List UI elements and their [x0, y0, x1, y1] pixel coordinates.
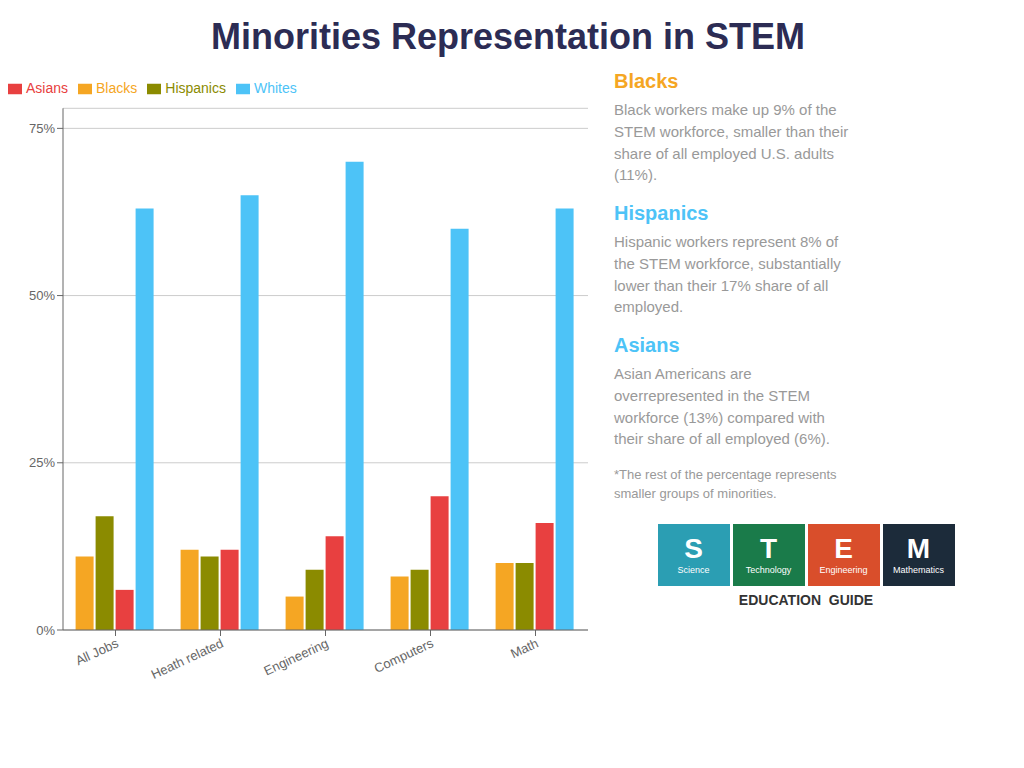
svg-text:0%: 0% — [36, 623, 55, 638]
html-text:*The rest of the percentage re: *The rest of the percentage represents s… — [614, 467, 837, 501]
html-text:Technology: Technology — [745, 565, 792, 576]
svg-text:25%: 25% — [29, 455, 55, 470]
html-text:Asian Americans are overrepres: Asian Americans are overrepresented in t… — [614, 365, 830, 448]
svg-text:Engineering: Engineering — [261, 635, 330, 678]
html-text:T: T — [759, 533, 777, 565]
html-text:Black workers make up 9% of th: Black workers make up 9% of the STEM wor… — [614, 101, 849, 184]
html-text:Hispanic workers represent 8%: Hispanic workers represent 8% of the STE… — [614, 233, 841, 316]
html-text:Blacks: Blacks — [614, 70, 679, 92]
html-text:Asians: Asians — [26, 80, 68, 96]
svg-text:All Jobs: All Jobs — [73, 635, 121, 668]
html-text:E: E — [834, 533, 853, 565]
svg-text:Heath related: Heath related — [149, 635, 226, 682]
html-text:Minorities Representation in S: Minorities Representation in STEM — [211, 16, 805, 57]
html-text:EDUCATION GUIDE: EDUCATION GUIDE — [738, 591, 874, 608]
svg-text:Math: Math — [508, 635, 541, 661]
html-text:Whites: Whites — [254, 80, 297, 96]
html-text:Asians: Asians — [614, 334, 680, 356]
html-text:Mathematics: Mathematics — [893, 565, 944, 576]
svg-text:Computers: Computers — [372, 635, 436, 676]
html-text:M: M — [906, 533, 931, 565]
html-text:S: S — [684, 533, 703, 565]
html-text:Engineering: Engineering — [819, 565, 868, 576]
svg-text:75%: 75% — [29, 121, 55, 136]
svg-text:50%: 50% — [29, 288, 55, 303]
html-text:Hispanics: Hispanics — [614, 202, 709, 224]
html-text:Hispanics: Hispanics — [165, 80, 226, 96]
html-text:Science: Science — [677, 565, 710, 576]
html-text:Blacks: Blacks — [96, 80, 138, 96]
